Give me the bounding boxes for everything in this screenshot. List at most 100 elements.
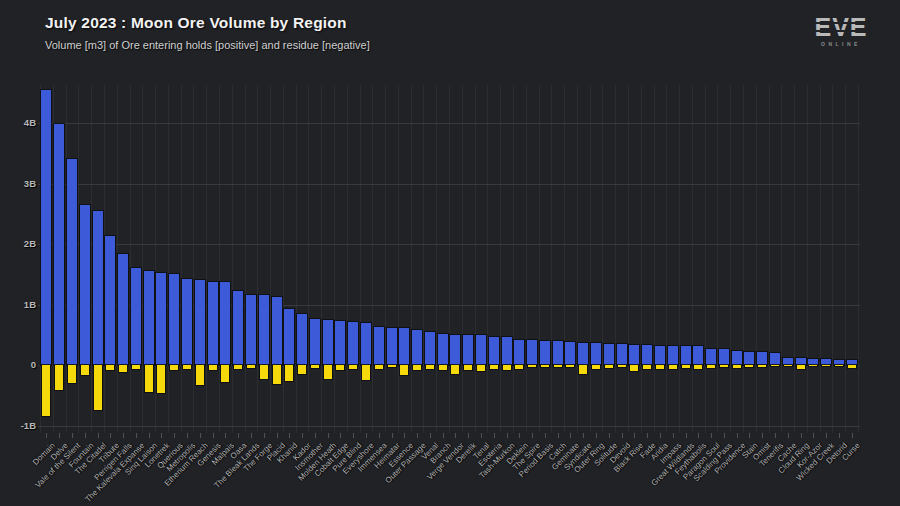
- bar-positive-providence: [732, 351, 742, 366]
- bar-negative-essence: [400, 365, 408, 375]
- bar-positive-the-forge: [259, 295, 269, 365]
- x-axis-tick: [532, 433, 533, 438]
- x-axis-tick: [85, 433, 86, 438]
- x-axis-tick: [366, 433, 367, 438]
- bar-positive-esoteria: [489, 337, 499, 365]
- x-axis-tick: [455, 433, 456, 438]
- x-axis-tick: [686, 433, 687, 438]
- x-axis-tick: [698, 433, 699, 438]
- bar-negative-the-citadel: [94, 365, 102, 410]
- bar-negative-vale-of-the-silent: [68, 365, 76, 383]
- x-axis-tick: [660, 433, 661, 438]
- x-axis-tick: [570, 433, 571, 438]
- x-axis-tick: [59, 433, 60, 438]
- x-axis-tick: [110, 433, 111, 438]
- bar-positive-molden-heath: [323, 320, 333, 365]
- x-axis-tick: [340, 433, 341, 438]
- bar-negative-the-bleak-lands: [247, 365, 255, 368]
- vertical-gridline: [845, 85, 846, 433]
- bar-chart-plot-area: 4B3B2B1B0-1BDomainDelveVale of the Silen…: [0, 0, 900, 506]
- vertical-gridline: [628, 85, 629, 433]
- vertical-gridline: [487, 85, 488, 433]
- bar-negative-malpais: [221, 365, 229, 382]
- bar-negative-esoteria: [490, 365, 498, 369]
- vertical-gridline: [462, 85, 463, 433]
- bar-positive-querious: [169, 274, 179, 365]
- vertical-gridline: [666, 85, 667, 433]
- bar-positive-feythabolis: [693, 346, 703, 365]
- bar-positive-essence: [399, 328, 409, 365]
- vertical-gridline: [257, 85, 258, 433]
- x-axis-tick: [813, 433, 814, 438]
- bar-negative-black-rise: [630, 365, 638, 371]
- bar-negative-great-wildlands: [682, 365, 690, 368]
- bar-positive-scalding-pass: [719, 349, 729, 365]
- x-axis-tick: [443, 433, 444, 438]
- bar-negative-lonetrek: [157, 365, 165, 393]
- x-axis-tick: [123, 433, 124, 438]
- bar-negative-sinq-laison: [145, 365, 153, 392]
- x-axis-tick: [174, 433, 175, 438]
- bar-negative-everyshore: [362, 365, 370, 380]
- bar-negative-placid: [273, 365, 281, 384]
- bar-positive-oasa: [233, 291, 243, 365]
- x-axis-tick: [494, 433, 495, 438]
- x-axis-tick: [775, 433, 776, 438]
- x-axis-tick: [72, 433, 73, 438]
- vertical-gridline: [219, 85, 220, 433]
- bar-negative-feythabolis: [694, 365, 702, 369]
- bar-negative-pure-blind: [349, 365, 357, 369]
- bar-negative-genesis: [209, 365, 217, 370]
- x-axis-tick: [673, 433, 674, 438]
- bar-negative-immensea: [375, 365, 383, 369]
- vertical-gridline: [385, 85, 386, 433]
- x-axis-tick: [519, 433, 520, 438]
- x-axis-tick: [801, 433, 802, 438]
- bar-positive-period-basis: [540, 341, 550, 365]
- x-axis-tick: [647, 433, 648, 438]
- vertical-gridline: [769, 85, 770, 433]
- x-axis-tick: [392, 433, 393, 438]
- bar-positive-perrigen-falls: [118, 254, 128, 365]
- bar-negative-khanid: [285, 365, 293, 381]
- bar-negative-molden-heath: [324, 365, 332, 379]
- x-axis-tick: [289, 433, 290, 438]
- bar-positive-etherium-reach: [195, 280, 205, 365]
- x-axis-tick: [724, 433, 725, 438]
- vertical-gridline: [270, 85, 271, 433]
- bar-negative-wicked-creek: [822, 365, 830, 366]
- bar-negative-curse: [848, 365, 856, 368]
- bar-positive-pure-blind: [348, 322, 358, 365]
- bar-negative-outer-ring: [592, 365, 600, 369]
- bar-positive-cobalt-edge: [335, 321, 345, 365]
- vertical-gridline: [654, 85, 655, 433]
- bar-positive-devoid: [617, 344, 627, 365]
- x-axis-tick: [98, 433, 99, 438]
- vertical-gridline: [436, 85, 437, 433]
- vertical-gridline: [590, 85, 591, 433]
- x-axis-tick: [238, 433, 239, 438]
- eve-moon-ore-chart-page: July 2023 : Moon Ore Volume by Region Vo…: [0, 0, 900, 506]
- vertical-gridline: [449, 85, 450, 433]
- bar-negative-aridia: [656, 365, 664, 369]
- bar-positive-syndicate: [578, 343, 588, 365]
- vertical-gridline: [232, 85, 233, 433]
- vertical-gridline: [142, 85, 143, 433]
- x-axis-tick: [468, 433, 469, 438]
- bar-negative-oasa: [234, 365, 242, 369]
- vertical-gridline: [411, 85, 412, 433]
- bar-negative-cobalt-edge: [336, 365, 344, 370]
- vertical-gridline: [820, 85, 821, 433]
- horizontal-gridline: [38, 123, 860, 124]
- bar-positive-branch: [438, 334, 448, 366]
- x-axis-tick: [609, 433, 610, 438]
- bar-negative-detorid: [835, 365, 843, 366]
- bar-positive-paragon-soul: [706, 349, 716, 365]
- x-axis-tick: [430, 433, 431, 438]
- vertical-gridline: [807, 85, 808, 433]
- vertical-gridline: [398, 85, 399, 433]
- bar-negative-insmother: [311, 365, 319, 368]
- x-axis-tick: [545, 433, 546, 438]
- vertical-gridline: [692, 85, 693, 433]
- x-axis-tick: [315, 433, 316, 438]
